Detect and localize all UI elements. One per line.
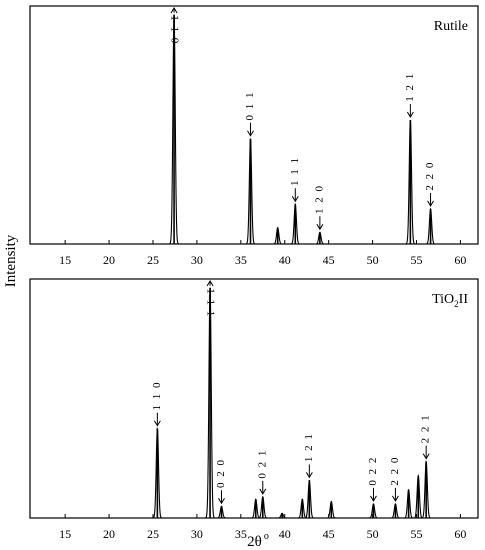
- x-tick-label: 60: [454, 253, 466, 267]
- peak-arrowhead: [206, 280, 214, 287]
- x-tick-label: 45: [323, 253, 335, 267]
- panel-title-subscript: 2: [454, 299, 459, 309]
- x-tick-label: 20: [103, 527, 115, 541]
- panel-title-suffix: II: [459, 292, 469, 307]
- x-tick-label: 30: [191, 527, 203, 541]
- peak-arrowhead: [422, 453, 430, 460]
- x-tick-label: 20: [103, 253, 115, 267]
- peak-label: 2 2 0: [389, 456, 401, 486]
- x-tick-label: 35: [235, 253, 247, 267]
- y-axis-label: Intensity: [3, 234, 19, 287]
- x-tick-label: 40: [279, 253, 291, 267]
- x-tick-label: 30: [191, 253, 203, 267]
- panel-title: TiO2II: [432, 292, 468, 309]
- peak-label: 1 1 0: [151, 381, 163, 411]
- x-tick-label: 25: [147, 527, 159, 541]
- peak-arrowhead: [170, 7, 178, 14]
- peak-arrowhead: [427, 200, 434, 207]
- x-tick-label: 60: [454, 527, 466, 541]
- x-tick-label: 55: [411, 253, 423, 267]
- peak-label: 0 2 1: [256, 449, 268, 479]
- peak-label: 2 2 1: [420, 414, 432, 444]
- spectrum-line: [30, 14, 478, 245]
- peak-label: 1 2 1: [303, 433, 315, 463]
- peak-arrowhead: [391, 495, 399, 502]
- peak-label: 2 2 0: [424, 161, 436, 191]
- peak-arrowhead: [406, 111, 414, 118]
- x-tick-label: 25: [147, 253, 159, 267]
- spectrum-line: [30, 287, 478, 519]
- peak-label: 1 1 1: [289, 156, 301, 186]
- tio2ii-panel: 15 20 25 30 35 40 45 50 55 60 1 1 0 1 1 1 0 2 0 0 2 1…: [29, 278, 479, 541]
- panel-title-main: TiO: [432, 292, 454, 307]
- peak-label: 1 2 1: [404, 72, 416, 102]
- peak-arrowhead: [153, 420, 161, 427]
- panel-title: Rutile: [434, 19, 468, 34]
- x-axis-label-degree: o: [264, 531, 269, 542]
- peak-arrowhead: [370, 495, 377, 502]
- peak-label: 0 2 0: [215, 459, 227, 489]
- peak-arrowhead: [259, 488, 267, 495]
- peak-arrowhead: [247, 130, 254, 137]
- peak-arrowhead: [218, 497, 225, 505]
- peak-label: 0 1 1: [244, 91, 256, 121]
- peak-arrowhead: [291, 195, 299, 203]
- x-tick-label: 50: [367, 253, 379, 267]
- x-tick-label: 15: [59, 527, 71, 541]
- peak-label: 1 2 0: [313, 185, 325, 215]
- peak-label: 0 2 2: [367, 456, 379, 486]
- peak-label: 1 1 0: [169, 15, 181, 45]
- x-tick-label: 40: [279, 527, 291, 541]
- x-tick-label: 15: [59, 253, 71, 267]
- plot-frame: [29, 278, 479, 519]
- x-tick-label: 55: [411, 527, 423, 541]
- x-tick-label: 50: [367, 527, 379, 541]
- x-axis-label-main: 2θ: [247, 534, 262, 550]
- peak-arrowhead: [305, 472, 313, 479]
- x-tick-label: 45: [323, 527, 335, 541]
- rutile-panel: 15 20 25 30 35 40 45 50 55 60 1 1 0 0 1 1 1 1 1 1 2 0…: [29, 5, 479, 267]
- x-tick-label: 35: [235, 527, 247, 541]
- peak-arrowhead: [316, 224, 324, 231]
- x-axis-label: 2θ o: [247, 531, 269, 550]
- peak-label: 1 1 1: [205, 288, 217, 318]
